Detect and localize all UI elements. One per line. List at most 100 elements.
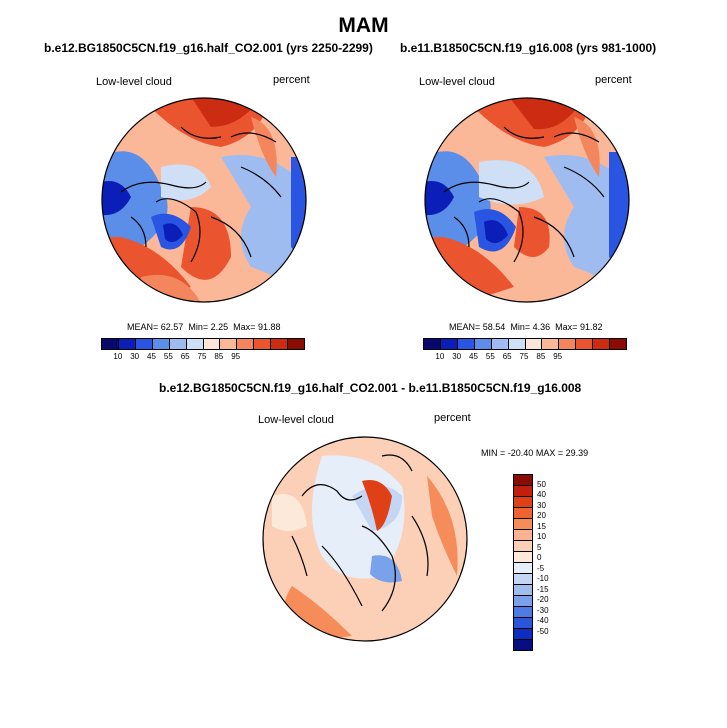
colorbar-tick-label: 20 <box>537 511 546 520</box>
diff-colorbar <box>513 474 533 651</box>
colorbar-swatch <box>237 339 255 349</box>
diff-max-label: MAX = <box>535 448 564 458</box>
colorbar-swatch <box>514 508 532 519</box>
diff-variable-label: Low-level cloud <box>258 414 334 426</box>
right-stats: MEAN= 58.54 Min= 4.36 Max= 91.82 <box>449 322 602 332</box>
right-max-label: Max= <box>555 322 578 332</box>
diff-max-value: 29.39 <box>565 448 589 458</box>
colorbar-swatch <box>514 541 532 552</box>
colorbar-tick-label: 75 <box>519 352 529 361</box>
colorbar-swatch <box>514 629 532 640</box>
colorbar-swatch <box>491 339 509 349</box>
colorbar-tick-label: 15 <box>537 521 546 531</box>
colorbar-swatch <box>514 486 532 497</box>
colorbar-swatch <box>135 339 153 349</box>
colorbar-tick-label: -10 <box>537 574 549 583</box>
diff-min-value: -20.40 <box>507 448 534 458</box>
colorbar-tick-label: 30 <box>537 500 546 510</box>
colorbar-swatch <box>514 574 532 585</box>
left-min-label: Min= <box>188 322 209 332</box>
diff-panel-title: b.e12.BG1850C5CN.f19_g16.half_CO2.001 - … <box>159 381 582 395</box>
colorbar-tick-label: -40 <box>537 616 549 625</box>
colorbar-swatch <box>440 339 458 349</box>
colorbar-swatch <box>593 339 611 349</box>
right-max-value: 91.82 <box>579 322 603 332</box>
colorbar-swatch <box>474 339 492 349</box>
left-max-label: Max= <box>233 322 256 332</box>
colorbar-swatch <box>514 475 532 486</box>
left-variable-label: Low-level cloud <box>96 76 172 88</box>
colorbar-tick-label: 85 <box>536 352 546 361</box>
colorbar-tick-label: 40 <box>537 490 546 499</box>
colorbar-tick-label: 95 <box>553 352 563 361</box>
diff-stats: MIN = -20.40 MAX = 29.39 <box>481 448 588 458</box>
colorbar-swatch <box>514 563 532 574</box>
left-stats: MEAN= 62.57 Min= 2.25 Max= 91.88 <box>127 322 280 332</box>
diff-min-label: MIN = <box>481 448 506 458</box>
colorbar-tick-label: 65 <box>502 352 512 361</box>
colorbar-swatch <box>610 339 627 349</box>
colorbar-swatch <box>288 339 305 349</box>
colorbar-tick-label: 45 <box>147 352 156 361</box>
right-min-value: 4.36 <box>532 322 551 332</box>
right-mean-label: MEAN= <box>449 322 481 332</box>
colorbar-tick-label: 95 <box>231 352 241 361</box>
colorbar-tick-label: 85 <box>214 352 224 361</box>
colorbar-swatch <box>514 596 532 607</box>
left-polar-map <box>101 97 307 303</box>
colorbar-tick-label: 55 <box>485 352 495 361</box>
colorbar-swatch <box>514 607 532 618</box>
colorbar-swatch <box>542 339 560 349</box>
left-max-value: 91.88 <box>257 322 281 332</box>
left-panel-title: b.e12.BG1850C5CN.f19_g16.half_CO2.001 (y… <box>44 41 373 55</box>
colorbar-tick-label: -30 <box>537 605 549 615</box>
left-mean-label: MEAN= <box>127 322 159 332</box>
left-mean-value: 62.57 <box>160 322 184 332</box>
colorbar-swatch <box>203 339 221 349</box>
colorbar-swatch <box>514 552 532 563</box>
colorbar-swatch <box>514 530 532 541</box>
colorbar-swatch <box>525 339 543 349</box>
colorbar-swatch <box>514 640 532 650</box>
colorbar-tick-label: 30 <box>130 352 140 361</box>
right-variable-label: Low-level cloud <box>419 76 495 88</box>
colorbar-swatch <box>102 339 119 349</box>
left-units-label: percent <box>273 74 310 86</box>
colorbar-swatch <box>254 339 272 349</box>
colorbar-tick-label: -15 <box>537 584 549 594</box>
colorbar-swatch <box>271 339 289 349</box>
right-mean-value: 58.54 <box>482 322 506 332</box>
colorbar-swatch <box>508 339 526 349</box>
right-panel-title: b.e11.B1850C5CN.f19_g16.008 (yrs 981-100… <box>400 41 657 55</box>
colorbar-tick-label: 0 <box>537 553 542 562</box>
right-polar-map <box>424 97 630 303</box>
colorbar-swatch <box>559 339 577 349</box>
colorbar-tick-label: -20 <box>537 595 549 604</box>
colorbar-swatch <box>514 497 532 508</box>
colorbar-swatch <box>457 339 475 349</box>
colorbar-swatch <box>152 339 170 349</box>
colorbar-tick-label: 55 <box>163 352 173 361</box>
colorbar-tick-label: 45 <box>469 352 478 361</box>
right-units-label: percent <box>595 74 632 86</box>
right-colorbar <box>423 338 627 350</box>
diff-polar-map <box>262 436 468 642</box>
colorbar-tick-label: 10 <box>435 352 445 361</box>
colorbar-tick-label: 50 <box>537 479 546 489</box>
colorbar-swatch <box>514 519 532 530</box>
left-colorbar <box>101 338 305 350</box>
main-title: MAM <box>338 14 389 37</box>
colorbar-tick-label: 10 <box>537 532 546 541</box>
diff-units-label: percent <box>434 412 471 424</box>
colorbar-swatch <box>169 339 187 349</box>
colorbar-tick-label: 30 <box>452 352 462 361</box>
colorbar-swatch <box>514 585 532 596</box>
colorbar-tick-label: 5 <box>537 542 542 552</box>
colorbar-swatch <box>576 339 594 349</box>
colorbar-tick-label: -5 <box>537 563 545 573</box>
colorbar-tick-label: 75 <box>197 352 207 361</box>
colorbar-swatch <box>186 339 204 349</box>
colorbar-tick-label: 10 <box>113 352 123 361</box>
colorbar-tick-label: 65 <box>180 352 190 361</box>
colorbar-swatch <box>424 339 441 349</box>
